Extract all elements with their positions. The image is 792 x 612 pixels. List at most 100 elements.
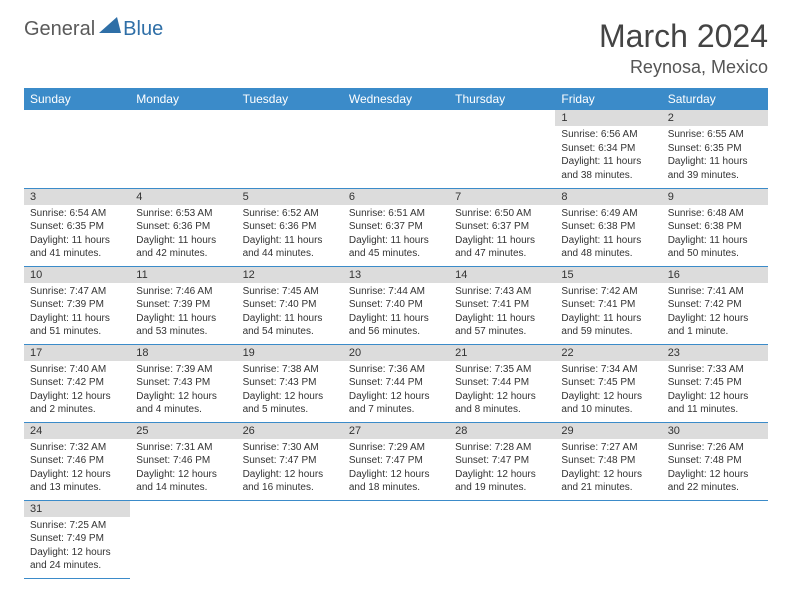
sunrise-text: Sunrise: 7:41 AM xyxy=(668,285,762,299)
daylight-text: Daylight: 12 hours and 24 minutes. xyxy=(30,546,124,573)
sunset-text: Sunset: 6:36 PM xyxy=(243,220,337,234)
day-number: 26 xyxy=(237,423,343,439)
calendar-cell: 31Sunrise: 7:25 AMSunset: 7:49 PMDayligh… xyxy=(24,500,130,578)
calendar-row: 24Sunrise: 7:32 AMSunset: 7:46 PMDayligh… xyxy=(24,422,768,500)
sunset-text: Sunset: 6:37 PM xyxy=(455,220,549,234)
day-details: Sunrise: 6:51 AMSunset: 6:37 PMDaylight:… xyxy=(343,205,449,265)
day-details: Sunrise: 6:55 AMSunset: 6:35 PMDaylight:… xyxy=(662,126,768,186)
sunrise-text: Sunrise: 6:54 AM xyxy=(30,207,124,221)
calendar-cell: 3Sunrise: 6:54 AMSunset: 6:35 PMDaylight… xyxy=(24,188,130,266)
daylight-text: Daylight: 12 hours and 10 minutes. xyxy=(561,390,655,417)
daylight-text: Daylight: 11 hours and 54 minutes. xyxy=(243,312,337,339)
calendar-cell xyxy=(343,500,449,578)
day-details: Sunrise: 6:54 AMSunset: 6:35 PMDaylight:… xyxy=(24,205,130,265)
sunset-text: Sunset: 6:38 PM xyxy=(668,220,762,234)
calendar-cell: 30Sunrise: 7:26 AMSunset: 7:48 PMDayligh… xyxy=(662,422,768,500)
day-number: 29 xyxy=(555,423,661,439)
day-details: Sunrise: 7:25 AMSunset: 7:49 PMDaylight:… xyxy=(24,517,130,577)
daylight-text: Daylight: 12 hours and 22 minutes. xyxy=(668,468,762,495)
calendar-cell: 14Sunrise: 7:43 AMSunset: 7:41 PMDayligh… xyxy=(449,266,555,344)
day-number: 18 xyxy=(130,345,236,361)
sunset-text: Sunset: 7:45 PM xyxy=(561,376,655,390)
day-number: 30 xyxy=(662,423,768,439)
day-number: 13 xyxy=(343,267,449,283)
sunrise-text: Sunrise: 7:27 AM xyxy=(561,441,655,455)
calendar-row: 1Sunrise: 6:56 AMSunset: 6:34 PMDaylight… xyxy=(24,110,768,188)
calendar-cell xyxy=(237,500,343,578)
calendar-cell: 13Sunrise: 7:44 AMSunset: 7:40 PMDayligh… xyxy=(343,266,449,344)
day-number: 10 xyxy=(24,267,130,283)
calendar-cell: 21Sunrise: 7:35 AMSunset: 7:44 PMDayligh… xyxy=(449,344,555,422)
day-details: Sunrise: 7:46 AMSunset: 7:39 PMDaylight:… xyxy=(130,283,236,343)
sunset-text: Sunset: 7:45 PM xyxy=(668,376,762,390)
day-details: Sunrise: 7:30 AMSunset: 7:47 PMDaylight:… xyxy=(237,439,343,499)
weekday-header: Thursday xyxy=(449,88,555,110)
day-details: Sunrise: 7:44 AMSunset: 7:40 PMDaylight:… xyxy=(343,283,449,343)
calendar-cell: 4Sunrise: 6:53 AMSunset: 6:36 PMDaylight… xyxy=(130,188,236,266)
daylight-text: Daylight: 11 hours and 39 minutes. xyxy=(668,155,762,182)
sunrise-text: Sunrise: 7:34 AM xyxy=(561,363,655,377)
day-number: 25 xyxy=(130,423,236,439)
day-number: 24 xyxy=(24,423,130,439)
daylight-text: Daylight: 11 hours and 48 minutes. xyxy=(561,234,655,261)
sunset-text: Sunset: 6:36 PM xyxy=(136,220,230,234)
calendar-cell: 28Sunrise: 7:28 AMSunset: 7:47 PMDayligh… xyxy=(449,422,555,500)
sunrise-text: Sunrise: 6:49 AM xyxy=(561,207,655,221)
day-details: Sunrise: 7:28 AMSunset: 7:47 PMDaylight:… xyxy=(449,439,555,499)
calendar-row: 31Sunrise: 7:25 AMSunset: 7:49 PMDayligh… xyxy=(24,500,768,578)
sunset-text: Sunset: 7:41 PM xyxy=(561,298,655,312)
sunset-text: Sunset: 7:44 PM xyxy=(455,376,549,390)
sunset-text: Sunset: 7:41 PM xyxy=(455,298,549,312)
weekday-header: Tuesday xyxy=(237,88,343,110)
weekday-header: Monday xyxy=(130,88,236,110)
daylight-text: Daylight: 12 hours and 8 minutes. xyxy=(455,390,549,417)
sunrise-text: Sunrise: 7:40 AM xyxy=(30,363,124,377)
day-details: Sunrise: 6:52 AMSunset: 6:36 PMDaylight:… xyxy=(237,205,343,265)
calendar-cell: 15Sunrise: 7:42 AMSunset: 7:41 PMDayligh… xyxy=(555,266,661,344)
sunrise-text: Sunrise: 7:33 AM xyxy=(668,363,762,377)
daylight-text: Daylight: 11 hours and 41 minutes. xyxy=(30,234,124,261)
calendar-cell: 17Sunrise: 7:40 AMSunset: 7:42 PMDayligh… xyxy=(24,344,130,422)
day-details: Sunrise: 7:43 AMSunset: 7:41 PMDaylight:… xyxy=(449,283,555,343)
daylight-text: Daylight: 12 hours and 4 minutes. xyxy=(136,390,230,417)
calendar-cell xyxy=(24,110,130,188)
sunrise-text: Sunrise: 7:39 AM xyxy=(136,363,230,377)
day-number: 8 xyxy=(555,189,661,205)
day-number: 31 xyxy=(24,501,130,517)
sunrise-text: Sunrise: 7:36 AM xyxy=(349,363,443,377)
sunset-text: Sunset: 7:47 PM xyxy=(243,454,337,468)
day-number: 27 xyxy=(343,423,449,439)
calendar-cell xyxy=(449,110,555,188)
daylight-text: Daylight: 11 hours and 56 minutes. xyxy=(349,312,443,339)
day-details: Sunrise: 7:32 AMSunset: 7:46 PMDaylight:… xyxy=(24,439,130,499)
calendar-cell xyxy=(449,500,555,578)
sunset-text: Sunset: 7:49 PM xyxy=(30,532,124,546)
weekday-header: Saturday xyxy=(662,88,768,110)
weekday-header: Wednesday xyxy=(343,88,449,110)
sunset-text: Sunset: 6:38 PM xyxy=(561,220,655,234)
calendar-cell: 22Sunrise: 7:34 AMSunset: 7:45 PMDayligh… xyxy=(555,344,661,422)
daylight-text: Daylight: 12 hours and 7 minutes. xyxy=(349,390,443,417)
sunrise-text: Sunrise: 7:45 AM xyxy=(243,285,337,299)
daylight-text: Daylight: 12 hours and 16 minutes. xyxy=(243,468,337,495)
sunset-text: Sunset: 7:42 PM xyxy=(668,298,762,312)
day-number: 2 xyxy=(662,110,768,126)
day-details: Sunrise: 7:35 AMSunset: 7:44 PMDaylight:… xyxy=(449,361,555,421)
sunrise-text: Sunrise: 6:53 AM xyxy=(136,207,230,221)
calendar-cell: 10Sunrise: 7:47 AMSunset: 7:39 PMDayligh… xyxy=(24,266,130,344)
day-details: Sunrise: 7:47 AMSunset: 7:39 PMDaylight:… xyxy=(24,283,130,343)
daylight-text: Daylight: 12 hours and 14 minutes. xyxy=(136,468,230,495)
daylight-text: Daylight: 12 hours and 13 minutes. xyxy=(30,468,124,495)
calendar-cell xyxy=(555,500,661,578)
day-number: 23 xyxy=(662,345,768,361)
day-number: 4 xyxy=(130,189,236,205)
sunset-text: Sunset: 7:47 PM xyxy=(455,454,549,468)
daylight-text: Daylight: 12 hours and 18 minutes. xyxy=(349,468,443,495)
calendar-cell: 1Sunrise: 6:56 AMSunset: 6:34 PMDaylight… xyxy=(555,110,661,188)
sunrise-text: Sunrise: 7:29 AM xyxy=(349,441,443,455)
calendar-row: 10Sunrise: 7:47 AMSunset: 7:39 PMDayligh… xyxy=(24,266,768,344)
sunrise-text: Sunrise: 6:55 AM xyxy=(668,128,762,142)
day-details: Sunrise: 7:27 AMSunset: 7:48 PMDaylight:… xyxy=(555,439,661,499)
calendar-cell: 5Sunrise: 6:52 AMSunset: 6:36 PMDaylight… xyxy=(237,188,343,266)
daylight-text: Daylight: 11 hours and 51 minutes. xyxy=(30,312,124,339)
